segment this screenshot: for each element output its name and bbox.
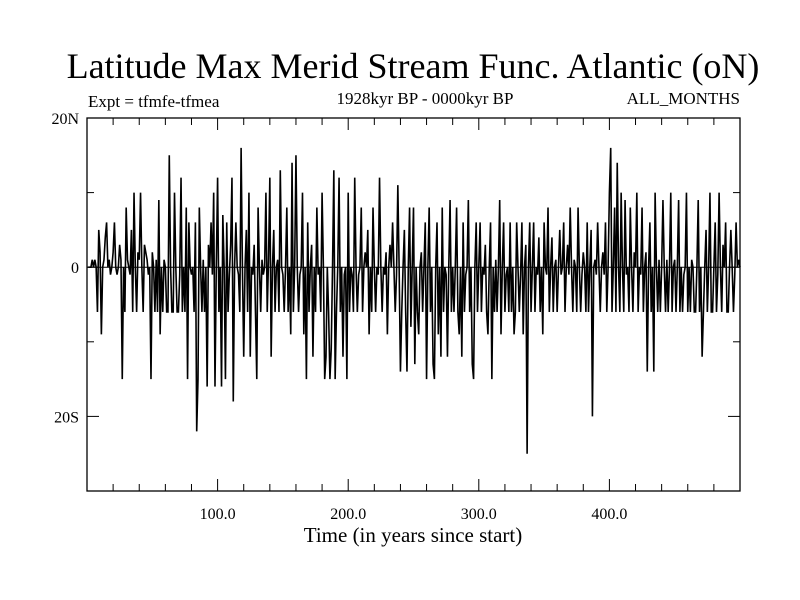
time-range-label: 1928kyr BP - 0000kyr BP [337, 89, 514, 108]
series-line [88, 147, 741, 454]
months-label: ALL_MONTHS [627, 89, 740, 108]
y-tick-label: 0 [71, 260, 79, 277]
x-tick-label: 400.0 [591, 506, 627, 523]
tick-labels: 100.0 200.0 300.0 400.0 20N 0 20S [51, 111, 627, 523]
x-tick-label: 300.0 [461, 506, 497, 523]
experiment-label: Expt = tfmfe-tfmea [88, 92, 220, 111]
series-group [88, 147, 741, 454]
plot-frame [86, 117, 741, 492]
x-axis-label: Time (in years since start) [304, 523, 523, 547]
y-tick-label: 20S [54, 409, 79, 426]
x-tick-label: 100.0 [200, 506, 236, 523]
y-tick-label: 20N [51, 111, 79, 128]
chart-title: Latitude Max Merid Stream Func. Atlantic… [67, 46, 760, 86]
x-tick-label: 200.0 [330, 506, 366, 523]
